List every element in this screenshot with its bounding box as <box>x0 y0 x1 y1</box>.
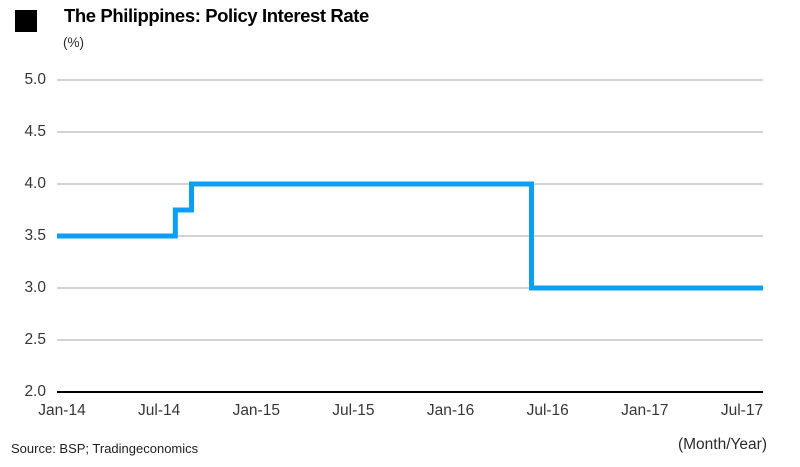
page-title: The Philippines: Policy Interest Rate <box>64 5 369 26</box>
policy-rate-line <box>57 181 763 291</box>
y-axis-unit-label: (%) <box>63 35 84 50</box>
x-axis-title: (Month/Year) <box>677 436 767 453</box>
source-note: Source: BSP; Tradingeconomics <box>11 441 199 456</box>
black-square-icon <box>15 10 37 32</box>
